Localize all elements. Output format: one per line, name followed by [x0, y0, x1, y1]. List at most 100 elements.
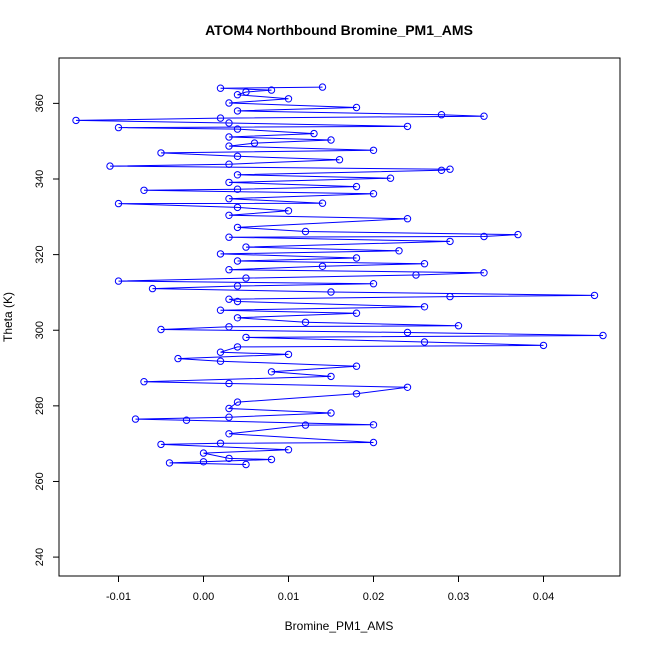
data-point	[157, 440, 165, 449]
data-point	[242, 333, 250, 342]
data-point	[539, 341, 548, 350]
data-point	[480, 232, 488, 241]
data-point	[386, 174, 395, 182]
data-point	[157, 325, 165, 334]
data-point	[114, 199, 123, 208]
data-point	[369, 438, 378, 447]
data-point	[233, 257, 242, 265]
data-point	[233, 125, 242, 133]
data-point	[284, 95, 293, 103]
data-point	[284, 207, 293, 215]
data-point	[233, 314, 242, 322]
data-point	[199, 449, 208, 457]
data-point	[199, 458, 208, 466]
data-point	[267, 455, 276, 464]
data-point	[335, 156, 344, 164]
data-point	[412, 271, 420, 279]
x-tick-label: 0.01	[278, 591, 299, 603]
x-tick-label: 0.00	[193, 591, 214, 603]
data-point	[352, 390, 361, 398]
data-point	[225, 413, 233, 421]
data-point	[225, 430, 233, 438]
data-point	[352, 254, 361, 262]
data-point	[352, 182, 361, 191]
data-point	[352, 103, 361, 112]
data-point	[327, 136, 335, 144]
data-point	[327, 409, 335, 417]
y-tick-label: 280	[34, 397, 46, 415]
data-point	[157, 149, 165, 157]
data-point	[310, 129, 318, 138]
data-point	[403, 215, 412, 223]
data-point	[225, 454, 233, 463]
data-point	[216, 348, 225, 356]
data-point	[225, 323, 233, 331]
data-point	[114, 277, 123, 285]
data-point	[250, 139, 259, 147]
data-point	[327, 288, 335, 296]
data-point	[454, 322, 463, 330]
data-point	[352, 362, 361, 370]
data-point	[233, 171, 242, 179]
y-tick-label: 320	[34, 245, 46, 263]
data-point	[369, 146, 378, 155]
data-point	[446, 292, 454, 301]
y-tick-label: 340	[34, 170, 46, 188]
x-axis: -0.01 0.00 0.01 0.02 0.03 0.04	[106, 575, 554, 603]
data-point	[242, 274, 250, 282]
data-point	[242, 243, 250, 251]
data-point	[225, 195, 233, 203]
data-point	[301, 227, 310, 236]
data-point	[318, 83, 327, 91]
x-tick-label: 0.04	[533, 591, 554, 603]
data-point	[403, 122, 412, 131]
data-point	[225, 133, 233, 141]
data-point	[420, 303, 429, 311]
data-point	[318, 199, 327, 207]
data-point	[182, 416, 191, 424]
data-point	[174, 354, 182, 363]
data-point	[369, 421, 378, 429]
data-point	[233, 282, 242, 290]
data-point	[225, 233, 233, 241]
data-point	[225, 160, 233, 168]
data-point	[225, 211, 233, 220]
data-point	[225, 404, 233, 413]
data-point	[233, 398, 242, 406]
data-point	[480, 269, 488, 277]
data-point	[301, 421, 310, 429]
x-tick-label: 0.03	[448, 591, 469, 603]
data-point	[106, 162, 114, 170]
y-tick-label: 240	[34, 548, 46, 566]
data-point	[233, 107, 242, 115]
data-point	[216, 250, 225, 258]
data-point	[140, 186, 148, 195]
data-point	[233, 297, 242, 306]
data-point	[216, 439, 225, 447]
data-point	[284, 446, 293, 454]
y-axis-label: Theta (K)	[1, 292, 15, 342]
data-point	[352, 309, 361, 317]
data-point	[318, 262, 327, 270]
data-point	[242, 88, 250, 96]
data-point	[233, 203, 242, 212]
data-point	[233, 152, 242, 161]
data-point	[242, 460, 250, 469]
y-axis: 240 260 280 300 320 340 360	[34, 94, 60, 566]
data-point	[403, 383, 412, 391]
data-point	[480, 112, 488, 120]
data-point	[225, 142, 233, 150]
data-point	[446, 165, 454, 173]
data-point	[267, 368, 276, 376]
data-point	[403, 328, 412, 337]
series-line	[75, 86, 604, 465]
data-point	[233, 185, 242, 193]
plot-area	[72, 83, 607, 469]
data-point	[216, 306, 225, 314]
data-point	[225, 99, 233, 107]
data-point	[233, 343, 242, 351]
data-point	[395, 247, 403, 255]
data-point	[437, 166, 446, 175]
